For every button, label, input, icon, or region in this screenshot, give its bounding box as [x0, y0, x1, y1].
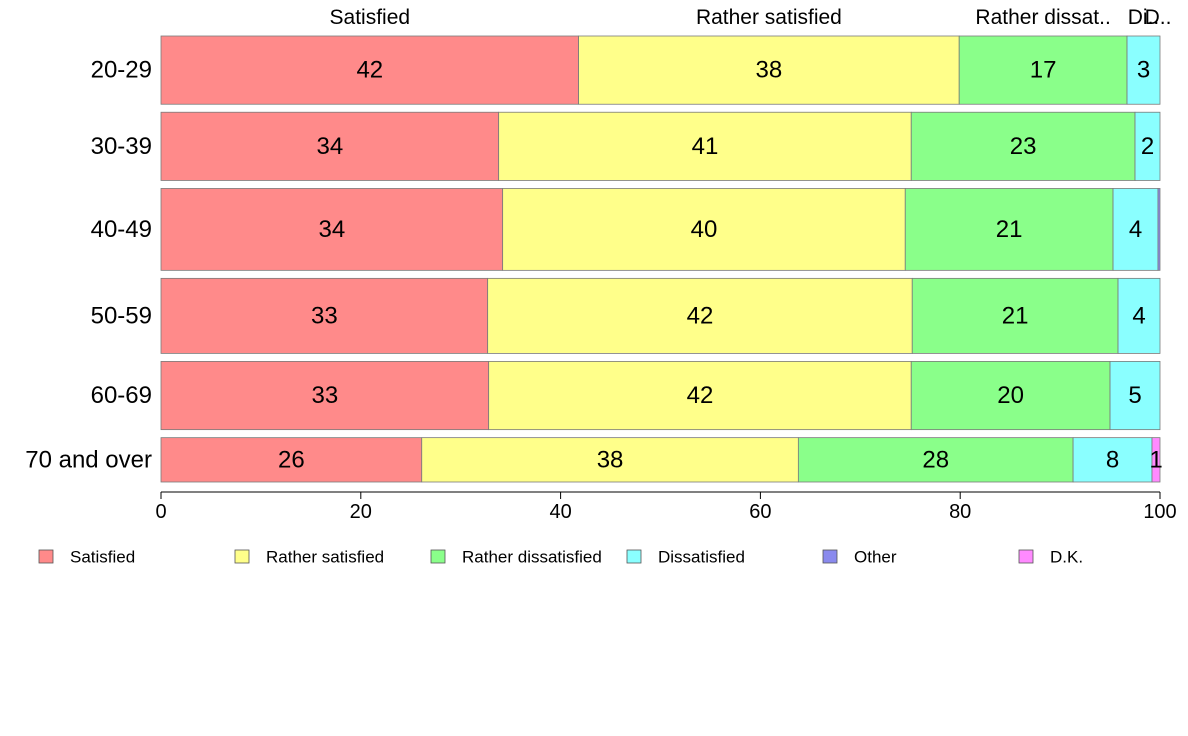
data-label: 23	[1010, 133, 1037, 160]
top-label-d-k: D..	[1145, 6, 1172, 29]
data-label: 2	[1141, 133, 1154, 160]
data-label: 42	[356, 57, 383, 84]
category-label: 60-69	[91, 382, 152, 409]
bar-segment-rather-dissatisfied	[910, 111, 1136, 181]
bar-segment-rather-satisfied	[498, 111, 912, 181]
legend: Satisfied Rather satisfied Rather dissatis…	[38, 548, 1083, 567]
bar-row-70-and-over: 70 and over 26 38 28 8 1	[25, 437, 1163, 483]
legend-swatch	[430, 549, 446, 564]
category-label: 70 and over	[25, 446, 152, 473]
data-label: 5	[1128, 382, 1141, 409]
x-tick-label: 40	[549, 501, 571, 523]
legend-item-satisfied: Satisfied	[38, 548, 135, 567]
bars-area: 20-29 42 38 17 330-39 34 41 23 240-49 34 40 21 450-5…	[25, 35, 1163, 483]
data-label: 28	[922, 446, 949, 473]
legend-item-d-k: D.K.	[1018, 548, 1083, 567]
bar-segment-satisfied	[160, 111, 500, 181]
category-label: 50-59	[91, 302, 152, 329]
legend-label: Rather dissatisfied	[462, 548, 602, 567]
bar-row-50-59: 50-59 33 42 21 4	[91, 277, 1161, 354]
data-label: 34	[316, 133, 343, 160]
bar-segment-rather-dissatisfied	[904, 188, 1114, 271]
data-label: 20	[997, 382, 1024, 409]
legend-item-rather-dissatisfied: Rather dissatisfied	[430, 548, 602, 567]
legend-label: Dissatisfied	[658, 548, 745, 567]
bar-row-40-49: 40-49 34 40 21 4	[91, 188, 1161, 271]
data-label: 33	[311, 302, 338, 329]
bar-segment-satisfied	[160, 188, 504, 271]
data-label: 3	[1137, 57, 1150, 84]
legend-swatch	[38, 549, 54, 564]
top-label-rather-satisfied: Rather satisfied	[696, 6, 842, 29]
data-label: 40	[691, 216, 718, 243]
data-label: 42	[687, 382, 714, 409]
bar-row-60-69: 60-69 33 42 20 5	[91, 361, 1161, 431]
data-label: 33	[311, 382, 338, 409]
legend-swatch	[626, 549, 642, 564]
data-label: 1	[1149, 446, 1162, 473]
top-label-satisfied: Satisfied	[330, 6, 411, 29]
data-label: 42	[687, 302, 714, 329]
x-tick-label: 100	[1143, 501, 1176, 523]
category-label: 20-29	[91, 57, 152, 84]
data-label: 26	[278, 446, 305, 473]
x-tick-label: 0	[155, 501, 166, 523]
bar-segment-dissatisfied	[1117, 277, 1161, 354]
legend-swatch	[234, 549, 250, 564]
bar-segment-rather-satisfied	[421, 437, 799, 483]
bar-segment-dissatisfied	[1109, 361, 1161, 431]
data-label: 21	[996, 216, 1023, 243]
data-label: 17	[1030, 57, 1057, 84]
legend-label: Satisfied	[70, 548, 135, 567]
bar-segment-rather-satisfied	[502, 188, 906, 271]
bar-segment-satisfied	[160, 277, 489, 354]
top-label-dissatisfied: Di..	[1128, 6, 1160, 29]
legend-label: Other	[854, 548, 897, 567]
bar-segment-rather-dissatisfied	[911, 277, 1119, 354]
bar-segment-dissatisfied	[1134, 111, 1161, 181]
bar-segment-dissatisfied	[1112, 188, 1159, 271]
legend-label: D.K.	[1050, 548, 1083, 567]
x-tick-label: 20	[350, 501, 372, 523]
bar-segment-rather-satisfied	[487, 277, 913, 354]
data-label: 34	[318, 216, 345, 243]
x-tick-label: 80	[949, 501, 971, 523]
bar-segment-d-k	[1151, 437, 1161, 483]
category-label: 40-49	[91, 216, 152, 243]
data-label: 38	[597, 446, 624, 473]
bar-segment-rather-satisfied	[488, 361, 912, 431]
legend-item-dissatisfied: Dissatisfied	[626, 548, 745, 567]
data-label: 41	[692, 133, 719, 160]
bar-segment-dissatisfied	[1126, 35, 1161, 105]
data-label: 4	[1129, 216, 1142, 243]
bar-row-20-29: 20-29 42 38 17 3	[91, 35, 1161, 105]
top-label-rather-dissatisfied: Rather dissat..	[975, 6, 1110, 29]
legend-item-rather-satisfied: Rather satisfied	[234, 548, 384, 567]
legend-swatch	[822, 549, 838, 564]
data-label: 8	[1106, 446, 1119, 473]
x-axis: 0 20 40 60 80 100	[155, 491, 1177, 523]
category-label: 30-39	[91, 133, 152, 160]
bar-segment-rather-satisfied	[578, 35, 960, 105]
x-tick-label: 60	[749, 501, 771, 523]
bar-row-30-39: 30-39 34 41 23 2	[91, 111, 1161, 181]
top-series-labels: Satisfied Rather satisfied Rather dissat..…	[330, 6, 1172, 29]
bar-segment-other	[1157, 188, 1161, 271]
data-label: 38	[756, 57, 783, 84]
bar-segment-dissatisfied	[1072, 437, 1153, 483]
legend-item-other: Other	[822, 548, 897, 567]
legend-label: Rather satisfied	[266, 548, 384, 567]
data-label: 21	[1002, 302, 1029, 329]
bar-segment-rather-dissatisfied	[910, 361, 1111, 431]
legend-swatch	[1018, 549, 1034, 564]
data-label: 4	[1132, 302, 1145, 329]
